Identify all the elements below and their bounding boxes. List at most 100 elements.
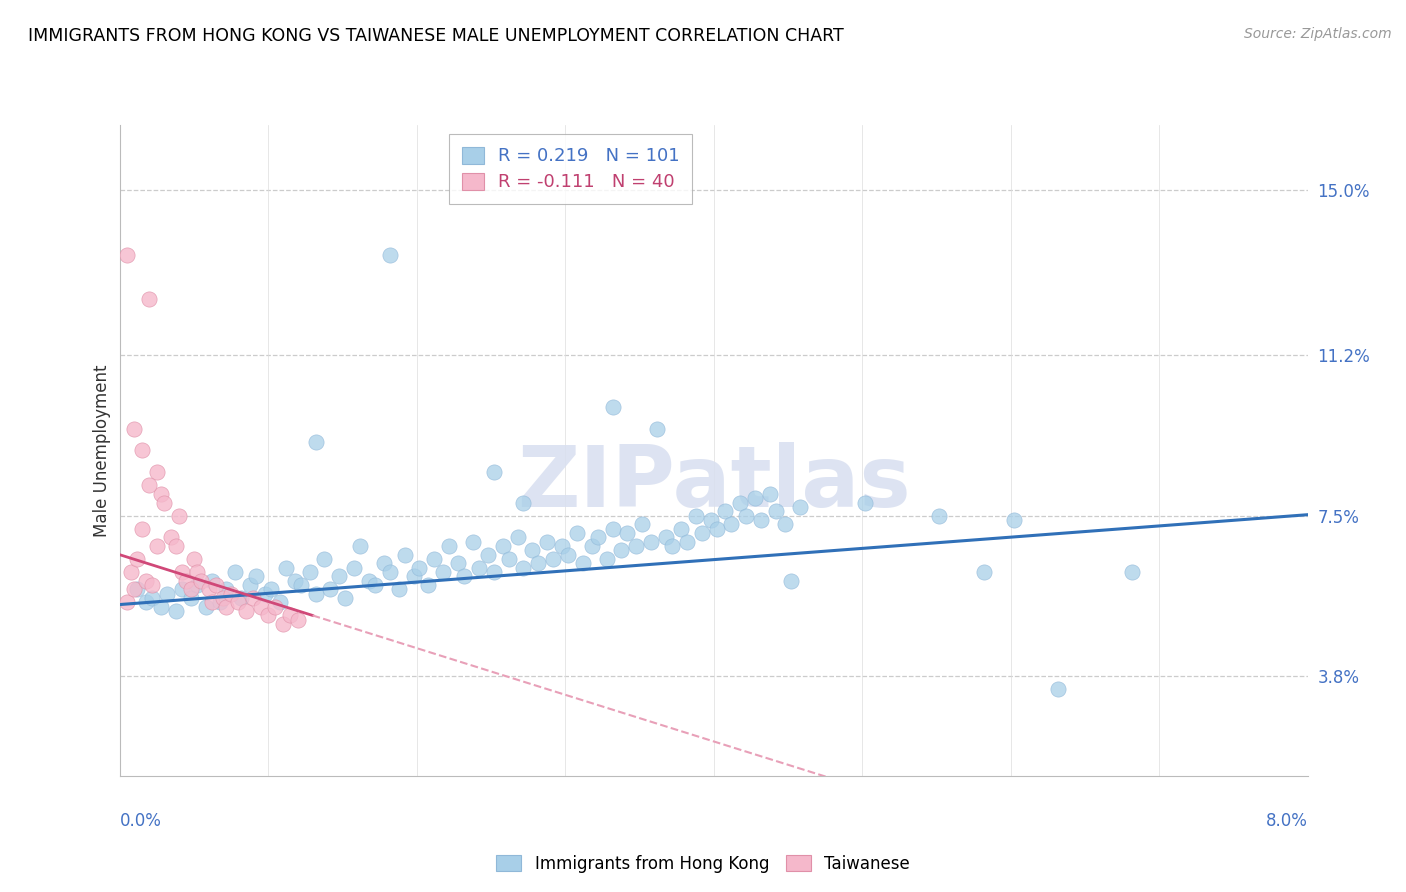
Point [124,582,146,597]
Point [492,539,515,553]
Point [394,548,416,562]
Point [565,525,588,540]
Point [418,578,440,592]
Point [928,508,950,523]
Point [228,595,250,609]
Point [215,582,238,597]
Point [131,443,153,458]
Point [176,574,198,588]
Point [264,599,287,614]
Point [357,574,380,588]
Point [447,557,470,571]
Point [423,552,446,566]
Point [127,552,149,566]
Point [165,604,187,618]
Point [304,587,326,601]
Point [239,578,262,592]
Legend: R = 0.219   N = 101, R = -0.111   N = 40: R = 0.219 N = 101, R = -0.111 N = 40 [450,134,693,204]
Point [572,557,595,571]
Point [257,608,280,623]
Point [141,591,163,605]
Point [170,565,193,579]
Point [287,613,309,627]
Point [541,552,564,566]
Point [115,595,138,609]
Point [145,539,167,553]
Point [581,539,603,553]
Point [197,582,219,597]
Point [402,569,425,583]
Point [186,565,208,579]
Point [482,565,505,579]
Point [271,617,294,632]
Point [661,539,683,553]
Point [602,522,624,536]
Point [765,504,787,518]
Point [141,578,163,592]
Point [461,534,484,549]
Point [378,248,401,262]
Point [773,517,796,532]
Point [779,574,801,588]
Point [245,569,267,583]
Point [120,565,142,579]
Point [973,565,995,579]
Point [298,565,321,579]
Point [699,513,721,527]
Point [735,508,758,523]
Point [749,513,772,527]
Point [675,534,697,549]
Point [343,560,366,574]
Point [720,517,742,532]
Point [1121,565,1143,579]
Point [231,591,253,605]
Text: ZIPatlas: ZIPatlas [516,442,911,524]
Point [165,539,187,553]
Point [482,465,505,479]
Point [522,543,544,558]
Point [468,560,491,574]
Point [304,434,326,449]
Point [1047,682,1070,697]
Point [235,604,257,618]
Point [1002,513,1025,527]
Point [205,578,228,592]
Point [690,525,713,540]
Point [215,599,238,614]
Point [212,591,235,605]
Point [477,548,499,562]
Point [669,522,692,536]
Point [789,500,811,514]
Point [706,522,728,536]
Point [631,517,654,532]
Point [127,582,149,597]
Point [249,599,271,614]
Point [551,539,574,553]
Point [115,248,138,262]
Point [150,599,173,614]
Point [388,582,411,597]
Point [180,582,202,597]
Point [242,591,264,605]
Point [167,508,190,523]
Point [595,552,617,566]
Point [373,557,395,571]
Point [153,495,176,509]
Point [626,539,648,553]
Point [744,491,766,506]
Text: Source: ZipAtlas.com: Source: ZipAtlas.com [1244,27,1392,41]
Point [527,557,550,571]
Point [730,495,752,509]
Point [156,587,179,601]
Point [138,478,160,492]
Point [364,578,387,592]
Point [536,534,558,549]
Point [586,530,609,544]
Point [150,487,173,501]
Point [602,400,624,414]
Point [278,608,301,623]
Point [170,582,193,597]
Point [506,530,529,544]
Point [219,587,242,601]
Point [378,565,401,579]
